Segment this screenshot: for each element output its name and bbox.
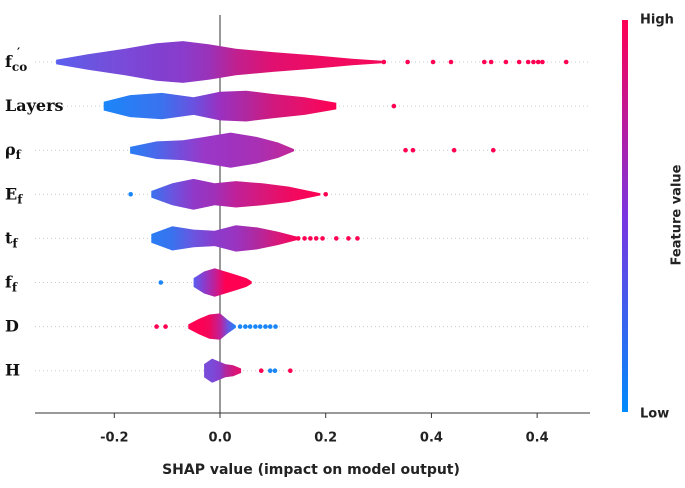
outlier-point xyxy=(253,324,258,329)
outlier-point xyxy=(267,324,273,329)
outlier-point xyxy=(535,59,541,65)
outlier-point xyxy=(237,324,243,329)
outlier-point xyxy=(488,59,494,65)
violin xyxy=(204,358,242,383)
colorbar xyxy=(622,20,628,412)
outlier-point xyxy=(430,59,436,65)
violin xyxy=(56,41,384,83)
outlier-point xyxy=(263,324,268,329)
outlier-point xyxy=(158,280,164,285)
x-tick-label: -0.2 xyxy=(100,431,128,446)
feature-label: fco xyxy=(5,52,27,74)
feature-label: H xyxy=(5,360,20,379)
feature-label: ρf xyxy=(5,140,22,162)
feature-label: Layers xyxy=(5,96,64,115)
outlier-point xyxy=(525,59,531,65)
feature-label-base: H xyxy=(5,360,20,379)
outlier-point xyxy=(516,59,522,65)
outlier-point xyxy=(320,236,325,241)
outlier-point xyxy=(403,147,408,153)
x-tick-label: 0.4 xyxy=(420,431,443,446)
colorbar-low: Low xyxy=(640,407,669,422)
outlier-point xyxy=(302,236,307,241)
outlier-point xyxy=(243,324,248,329)
outlier-point xyxy=(410,147,416,153)
feature-label: ff xyxy=(5,272,18,294)
feature-label-base: t xyxy=(5,228,13,247)
x-tick-label: 0.0 xyxy=(208,431,231,446)
outlier-point xyxy=(333,236,339,241)
violin xyxy=(193,268,252,297)
outlier-point xyxy=(272,368,278,374)
outlier-point xyxy=(346,236,351,241)
outlier-point xyxy=(448,59,454,65)
outlier-point xyxy=(355,236,360,241)
feature-label-base: Layers xyxy=(5,96,64,115)
outlier-point xyxy=(163,324,168,329)
outlier-point xyxy=(154,324,159,329)
outlier-point xyxy=(481,59,487,65)
feature-label-base: D xyxy=(5,316,19,335)
feature-label: tf xyxy=(5,228,18,250)
outlier-point xyxy=(405,59,410,65)
violin xyxy=(188,313,236,340)
outlier-point xyxy=(267,368,273,374)
outlier-point xyxy=(503,59,509,65)
outlier-point xyxy=(490,147,496,153)
outlier-point xyxy=(381,59,387,65)
colorbar-label: Feature value xyxy=(670,164,685,265)
feature-label-sup: ′ xyxy=(17,46,20,60)
feature-label-base: f xyxy=(5,272,13,291)
feature-label: D xyxy=(5,316,19,335)
outlier-point xyxy=(313,236,319,241)
violin xyxy=(103,90,337,122)
colorbar-high: High xyxy=(640,13,674,28)
outlier-point xyxy=(295,236,301,241)
outlier-point xyxy=(257,324,263,329)
feature-label-sub: f xyxy=(12,236,18,250)
outlier-point xyxy=(308,236,313,241)
outlier-point xyxy=(128,192,133,197)
outlier-point xyxy=(247,324,253,329)
violin xyxy=(151,178,321,210)
feature-label-sub: f xyxy=(16,148,22,162)
outlier-point xyxy=(451,147,457,153)
outlier-point xyxy=(563,59,569,65)
outlier-point xyxy=(391,103,397,109)
violin xyxy=(130,132,294,168)
outlier-point xyxy=(531,59,536,65)
outlier-point xyxy=(288,368,293,374)
feature-label-sub: f xyxy=(17,192,23,206)
feature-label-sub: co xyxy=(12,60,27,74)
feature-label-base: E xyxy=(5,184,17,203)
x-tick-label: 0.2 xyxy=(314,431,337,446)
violin xyxy=(151,225,300,252)
feature-label-base: ρ xyxy=(5,140,16,159)
feature-label: Ef xyxy=(5,184,23,206)
x-tick-label: 0.4 xyxy=(526,431,549,446)
outlier-point xyxy=(540,59,545,65)
outlier-point xyxy=(258,368,264,374)
feature-label-sub: f xyxy=(12,280,18,294)
x-axis-label: SHAP value (impact on model output) xyxy=(162,462,460,478)
feature-label-base: f xyxy=(5,52,13,71)
outlier-point xyxy=(273,324,278,329)
outlier-point xyxy=(323,192,329,197)
